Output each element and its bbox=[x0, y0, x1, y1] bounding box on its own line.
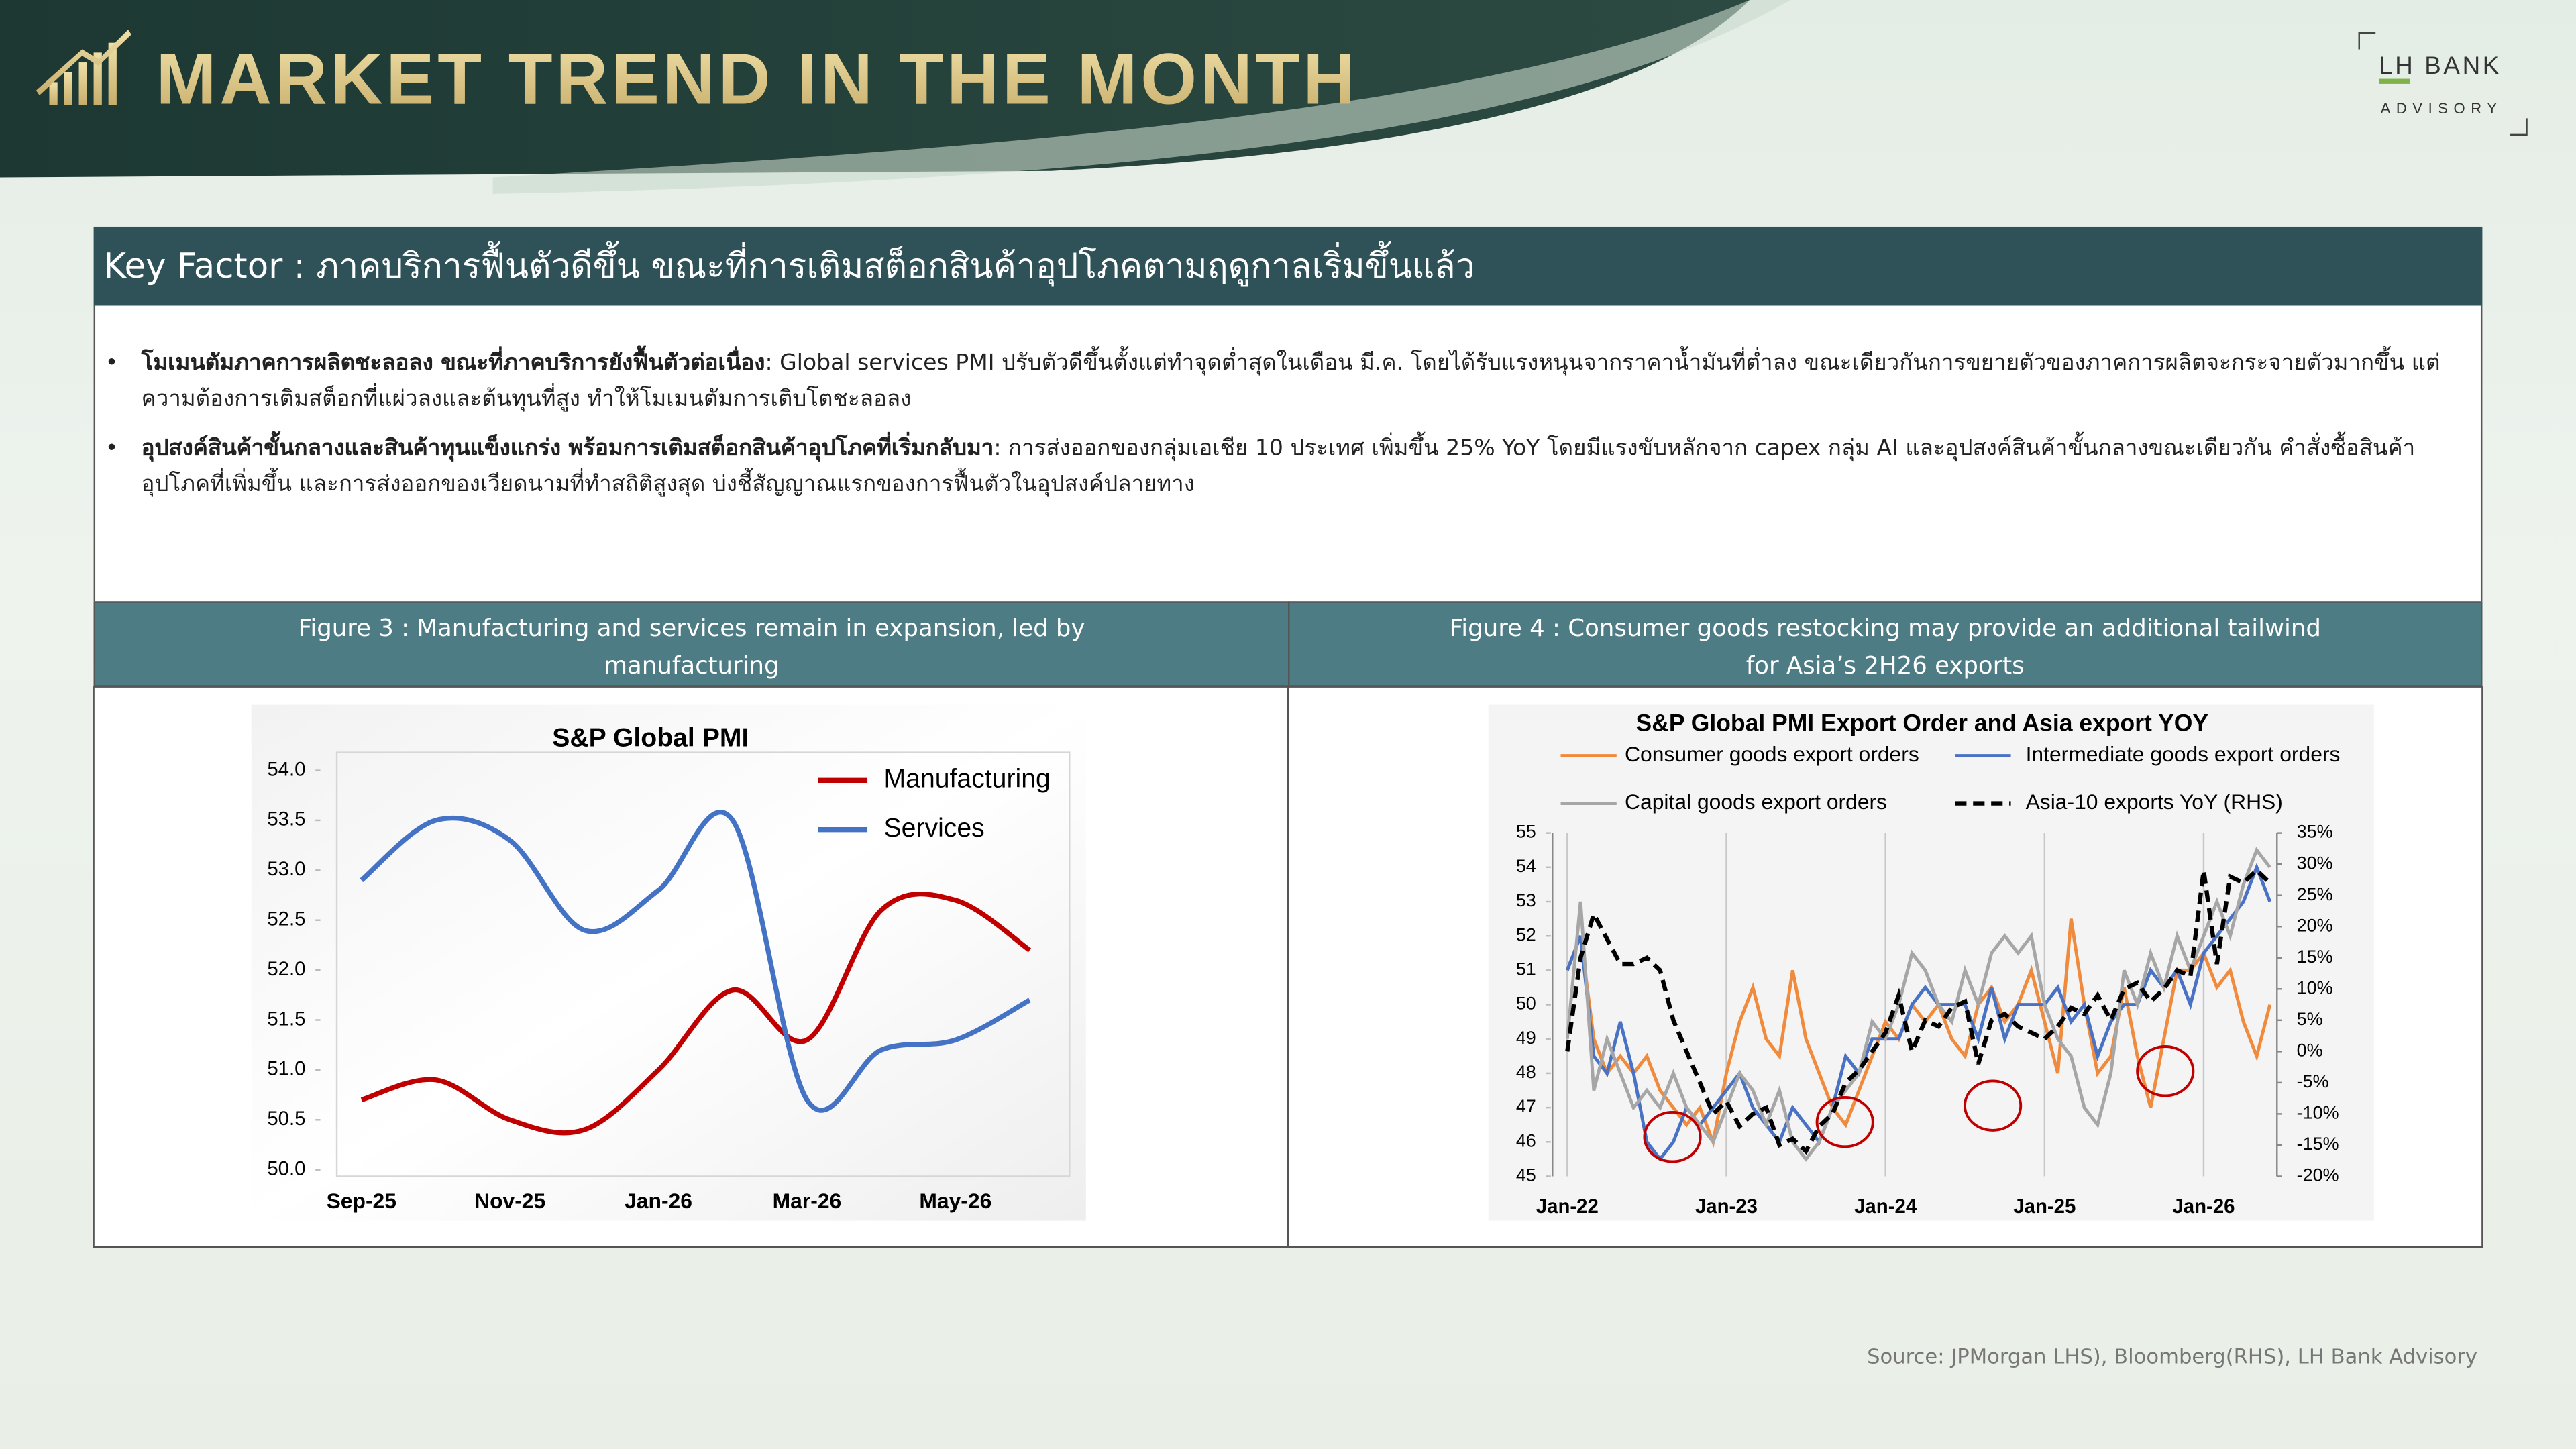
y2-tick-label: 5% bbox=[2297, 1009, 2323, 1029]
highlight-circle bbox=[1643, 1111, 1702, 1163]
y-tick-label: 51.5 bbox=[267, 1008, 305, 1030]
source-note: Source: JPMorgan LHS), Bloomberg(RHS), L… bbox=[1867, 1344, 2478, 1369]
bullet: โมเมนตัมภาคการผลิตชะลอลง ขณะที่ภาคบริการ… bbox=[105, 345, 2465, 417]
legend-label: Capital goods export orders bbox=[1625, 790, 1887, 814]
y-tick-label: 54 bbox=[1516, 856, 1536, 876]
y-tick-label: 52.5 bbox=[267, 908, 305, 930]
series-line bbox=[360, 810, 1031, 1113]
x-tick-label: Mar-26 bbox=[773, 1189, 842, 1213]
y2-tick-label: 15% bbox=[2297, 947, 2333, 967]
x-tick-label: Jan-26 bbox=[2172, 1195, 2235, 1218]
logo-bar bbox=[2379, 78, 2410, 84]
y-tick-label: 53.5 bbox=[267, 808, 305, 830]
y-tick-label: 47 bbox=[1516, 1096, 1536, 1116]
x-tick-label: May-26 bbox=[919, 1189, 991, 1213]
y-tick-label: 50.5 bbox=[267, 1108, 305, 1130]
plot-frame bbox=[335, 751, 1071, 1177]
page-title: MARKET TREND IN THE MONTH bbox=[156, 38, 1358, 119]
chart-panel bbox=[251, 704, 1086, 1221]
x-tick-label: Sep-25 bbox=[327, 1189, 396, 1213]
y-tick-label: 51.0 bbox=[267, 1058, 305, 1080]
logo-corner bbox=[2510, 118, 2528, 136]
highlight-circle bbox=[2136, 1045, 2195, 1097]
key-factor-title: Key Factor : ภาคบริการฟื้นตัวดีขึ้น ขณะท… bbox=[93, 226, 2483, 306]
y2-tick-label: -5% bbox=[2297, 1071, 2329, 1091]
legend-label: Consumer goods export orders bbox=[1625, 742, 1919, 766]
chart-title: S&P Global PMI Export Order and Asia exp… bbox=[1636, 709, 2209, 736]
legend-label: Services bbox=[884, 814, 985, 843]
y-tick-label: 48 bbox=[1516, 1062, 1536, 1082]
chart-title: S&P Global PMI bbox=[552, 723, 749, 752]
y-tick-label: 53.0 bbox=[267, 858, 305, 880]
chart-panel bbox=[1488, 704, 2374, 1221]
series-line bbox=[1565, 867, 2271, 1155]
legend-label: Asia-10 exports YoY (RHS) bbox=[2026, 790, 2283, 814]
y2-tick-label: 30% bbox=[2297, 853, 2333, 873]
y2-tick-label: 10% bbox=[2297, 977, 2333, 998]
x-tick-label: Jan-25 bbox=[2013, 1195, 2076, 1218]
logo-text: LH BANK bbox=[2379, 52, 2502, 79]
bullet-text: : การส่งออกของกลุ่มเอเชีย 10 ประเทศ เพิ่… bbox=[141, 435, 2416, 498]
logo-subtext: ADVISORY bbox=[2381, 100, 2503, 117]
series-line bbox=[1566, 918, 2272, 1148]
bullet: อุปสงค์สินค้าขั้นกลางและสินค้าทุนแข็งแกร… bbox=[105, 431, 2465, 503]
legend-label: Manufacturing bbox=[884, 765, 1051, 794]
y-tick-label: 52 bbox=[1516, 924, 1536, 945]
x-tick-label: Jan-23 bbox=[1695, 1195, 1758, 1218]
x-tick-label: Jan-24 bbox=[1854, 1195, 1917, 1218]
bullet-bold: โมเมนตัมภาคการผลิตชะลอลง ขณะที่ภาคบริการ… bbox=[141, 350, 765, 376]
highlight-circle bbox=[1964, 1079, 2023, 1132]
y2-tick-label: 35% bbox=[2297, 822, 2333, 842]
x-tick-label: Nov-25 bbox=[474, 1189, 545, 1213]
series-line bbox=[1565, 847, 2271, 1162]
banner-wave bbox=[492, 0, 1791, 194]
bullet-bold: อุปสงค์สินค้าขั้นกลางและสินค้าทุนแข็งแกร… bbox=[141, 435, 994, 462]
y-tick-label: 51 bbox=[1516, 959, 1536, 979]
logo-corner bbox=[2358, 32, 2376, 50]
x-tick-label: Jan-22 bbox=[1536, 1195, 1599, 1218]
y-tick-label: 52.0 bbox=[267, 958, 305, 980]
logo-icon bbox=[36, 30, 131, 105]
highlight-circle bbox=[1815, 1095, 1874, 1148]
y2-tick-label: 20% bbox=[2297, 915, 2333, 935]
y-tick-label: 45 bbox=[1516, 1165, 1536, 1185]
y2-tick-label: -10% bbox=[2297, 1103, 2339, 1123]
y-tick-label: 55 bbox=[1516, 822, 1536, 842]
y-tick-label: 53 bbox=[1516, 890, 1536, 910]
figure-caption: Figure 3 : Manufacturing and services re… bbox=[93, 601, 1290, 687]
y2-tick-label: -20% bbox=[2297, 1165, 2339, 1185]
x-tick-label: Jan-26 bbox=[625, 1189, 692, 1213]
y-tick-label: 50.0 bbox=[267, 1157, 305, 1179]
y-tick-label: 46 bbox=[1516, 1130, 1536, 1150]
y-tick-label: 50 bbox=[1516, 994, 1536, 1014]
bullet-text: : Global services PMI ปรับตัวดีขึ้นตั้งแ… bbox=[141, 350, 2440, 413]
y-tick-label: 54.0 bbox=[267, 758, 305, 780]
y2-tick-label: 25% bbox=[2297, 884, 2333, 904]
y2-tick-label: 0% bbox=[2297, 1040, 2323, 1060]
series-line bbox=[360, 892, 1032, 1136]
legend-label: Intermediate goods export orders bbox=[2026, 742, 2341, 766]
y2-tick-label: -15% bbox=[2297, 1134, 2339, 1154]
y-tick-label: 49 bbox=[1516, 1028, 1536, 1048]
bullet-box: โมเมนตัมภาคการผลิตชะลอลง ขณะที่ภาคบริการ… bbox=[93, 305, 2483, 602]
